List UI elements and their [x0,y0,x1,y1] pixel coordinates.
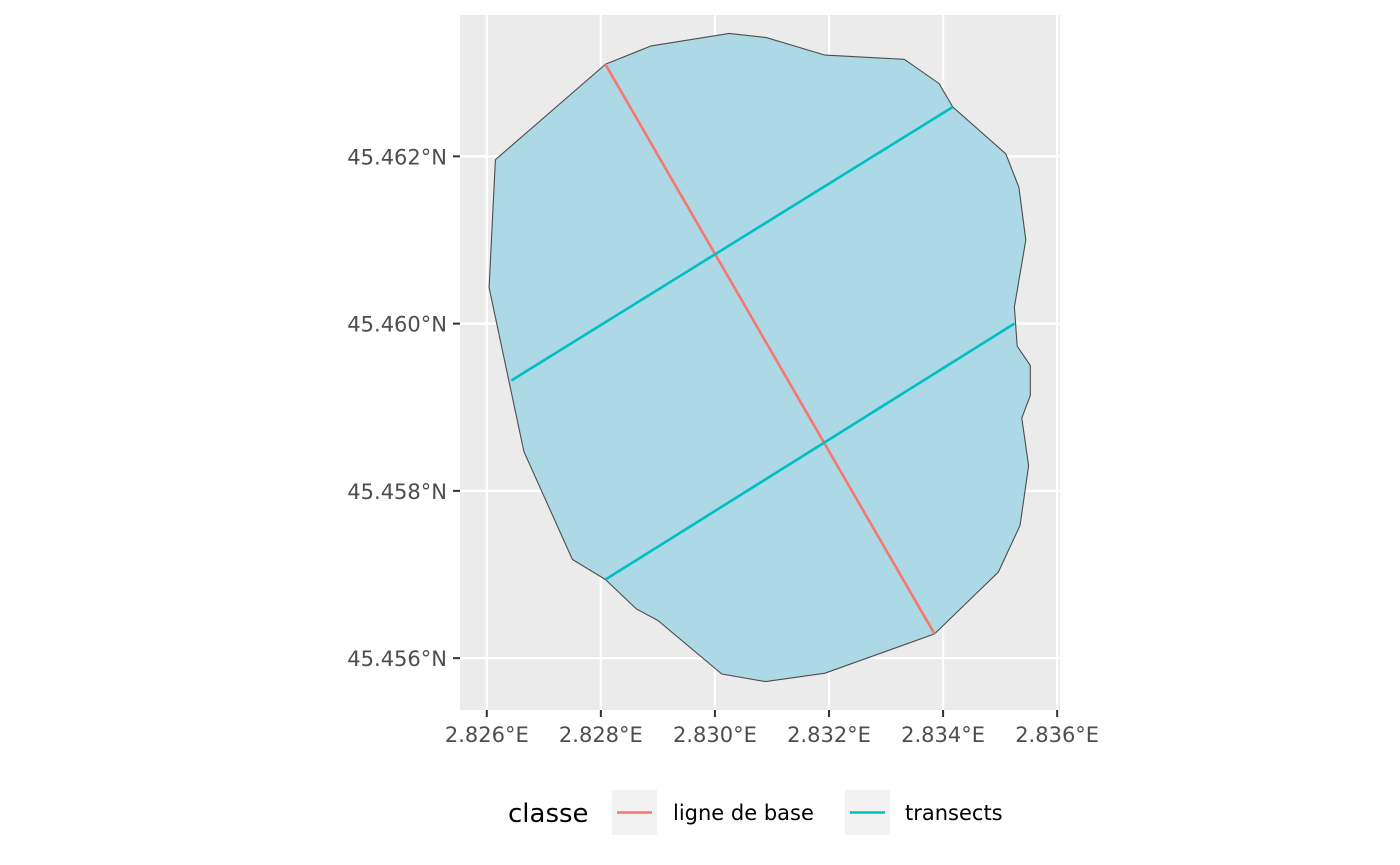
series-layer [510,63,1016,635]
study-area-polygon [488,32,1031,683]
axes: 2.826°E 2.828°E 2.830°E 2.832°E 2.834°E 2.836… [347,145,1099,747]
legend-label-transects: transects [905,801,1003,825]
transect-line-0 [510,105,954,382]
x-tick-label-1: 2.828°E [559,723,643,747]
transect-line-1 [604,322,1016,581]
polygon-layer [488,32,1031,683]
legend-title: classe [508,799,589,829]
y-tick-label-1: 45.460°N [347,313,447,337]
x-tick-label-2: 2.830°E [673,723,757,747]
y-tick-label-2: 45.458°N [347,480,447,504]
legend: classe ligne de base transects [508,790,1003,835]
x-tick-label-4: 2.834°E [901,723,985,747]
ligne-de-base-line-0 [604,63,936,635]
y-tick-label-3: 45.456°N [347,647,447,671]
x-tick-label-5: 2.836°E [1015,723,1099,747]
y-tick-label-0: 45.462°N [347,145,447,169]
legend-label-ligne-de-base: ligne de base [673,801,814,825]
x-tick-label-0: 2.826°E [445,723,529,747]
x-tick-label-3: 2.832°E [787,723,871,747]
